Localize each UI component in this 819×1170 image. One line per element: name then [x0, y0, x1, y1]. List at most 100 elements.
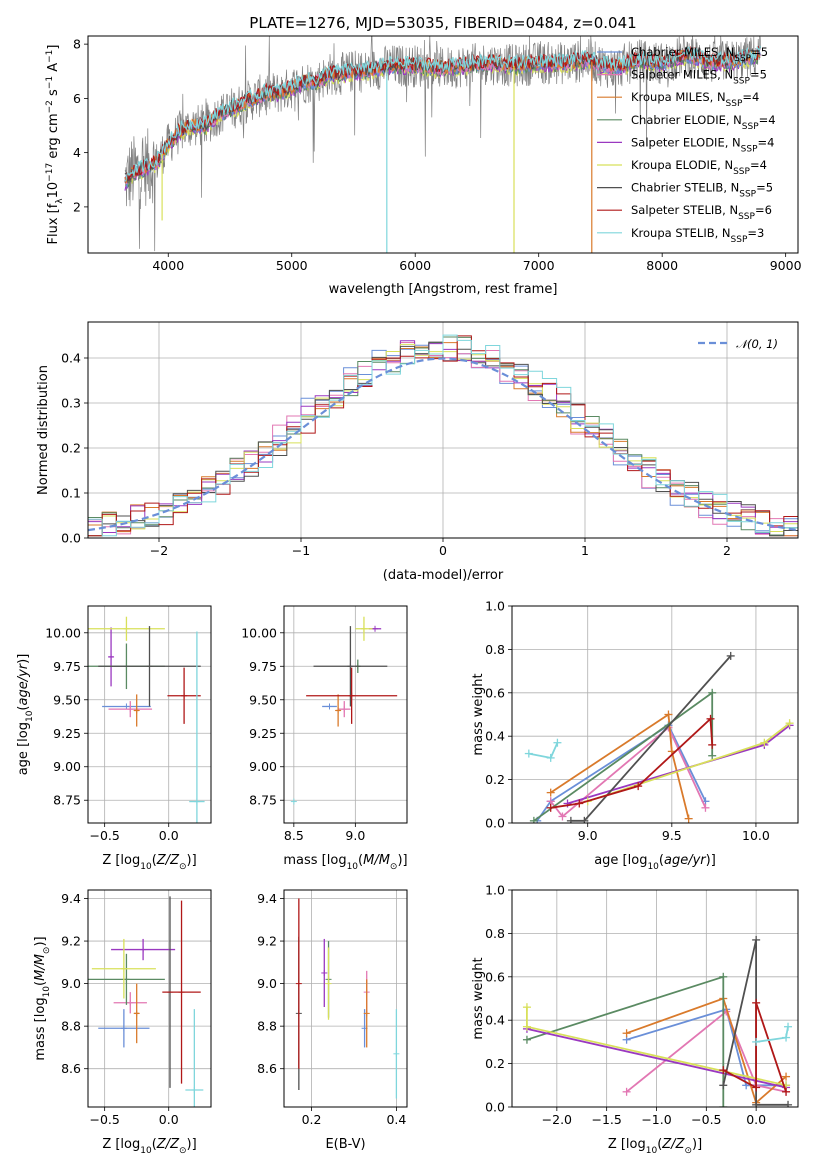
y-tick-label: 6	[73, 91, 81, 106]
legend-entry: Kroupa ELODIE, NSSP=4	[631, 158, 767, 177]
x-tick-label: 9.0	[578, 828, 598, 843]
plot-area-weight_vs_age	[524, 651, 794, 823]
legend-entry: Chabrier STELIB, NSSP=5	[631, 181, 773, 200]
panel-mass_vs_Z: −0.5 0.0 8.6 8.8 9.0 9.2 9.4 Z [log10(Z/Z⊙)] mas…	[33, 889, 212, 1156]
plot-area-spectrum	[124, 36, 762, 253]
x-tick-label: 5000	[276, 258, 308, 273]
weight-line-kroupa-miles	[626, 997, 787, 1105]
panel-weight_vs_age: 9.0 9.5 10.0 0.0 0.2 0.4 0.6 0.8 1.0 age [log10(a…	[471, 599, 799, 872]
x-tick-label: −0.5	[691, 1112, 721, 1127]
y-tick-label: 0.3	[61, 396, 81, 411]
x-tick-label: −0.5	[89, 828, 119, 843]
legend-entry: 𝒩(0, 1)	[736, 337, 778, 351]
y-tick-label: 8.75	[53, 793, 81, 808]
y-tick-label: 9.50	[53, 692, 81, 707]
legend-entry: Salpeter ELODIE, NSSP=4	[631, 135, 774, 154]
legend-entry: Chabrier ELODIE, NSSP=4	[631, 113, 776, 132]
x-tick-label: −0.5	[89, 1112, 119, 1127]
y-axis-label: mass weight	[471, 957, 486, 1039]
y-tick-label: 0.4	[61, 351, 81, 366]
y-tick-label: 9.2	[257, 934, 277, 949]
panel-residuals: −2 −1 0 1 2 0.0 0.1 0.2 0.3 0.4 (data-model)/error…	[36, 321, 799, 583]
x-tick-label: 1	[581, 543, 589, 558]
y-tick-label: 0.2	[485, 772, 505, 787]
legend-entry: Kroupa STELIB, NSSP=3	[631, 226, 764, 245]
chart-title: PLATE=1276, MJD=53035, FIBERID=0484, z=0…	[249, 14, 636, 32]
y-tick-label: 10.00	[241, 625, 277, 640]
y-tick-label: 9.75	[53, 659, 81, 674]
panel-age_vs_Z: −0.5 0.0 8.75 9.00 9.25 9.50 9.75 10.00 Z [log10…	[16, 605, 212, 872]
x-axis-label: Z [log10(Z/Z⊙)]	[608, 1137, 702, 1156]
x-tick-label: −1.0	[641, 1112, 671, 1127]
plot-area-mass_vs_ebv	[295, 898, 400, 1099]
axes-frame	[87, 605, 212, 824]
x-tick-label: 4000	[152, 258, 184, 273]
weight-line-kroupa-stelib	[755, 1026, 789, 1043]
normal-curve	[88, 357, 798, 532]
axes-frame	[283, 889, 408, 1108]
x-axis-label: (data-model)/error	[383, 568, 504, 583]
x-tick-label: −2.0	[542, 1112, 572, 1127]
x-tick-label: 2	[723, 543, 731, 558]
weight-line-kroupa-miles	[550, 712, 690, 819]
axes-frame	[511, 889, 799, 1108]
x-tick-label: −2	[150, 543, 168, 558]
panel-age_vs_mass: 8.5 9.0 8.75 9.00 9.25 9.50 9.75 10.00 mass [log…	[241, 605, 408, 872]
histogram-kroupa-stelib	[88, 334, 798, 537]
y-tick-label: 8.6	[61, 1061, 81, 1076]
axes-frame	[87, 889, 212, 1108]
x-axis-label: mass [log10(M/M⊙)]	[283, 853, 407, 872]
x-axis-label: E(B-V)	[325, 1137, 365, 1152]
y-tick-label: 4	[73, 145, 81, 160]
y-tick-label: 2	[73, 199, 81, 214]
y-tick-label: 0.4	[485, 729, 505, 744]
histogram-salpeter-stelib	[88, 335, 798, 537]
legend-entry: Chabrier MILES, NSSP=5	[631, 45, 768, 64]
y-tick-label: 0.0	[485, 816, 505, 831]
y-tick-label: 10.00	[45, 625, 81, 640]
y-axis-label: age [log10(age/yr)]	[16, 654, 35, 776]
weight-line-salpeter-elodie	[526, 1028, 787, 1089]
x-tick-label: 7000	[523, 258, 555, 273]
y-tick-label: 0.8	[485, 642, 505, 657]
x-tick-label: 0.0	[159, 1112, 179, 1127]
model-spectrum-kroupa-stelib	[124, 45, 761, 182]
axes-frame	[283, 605, 408, 824]
y-tick-label: 9.25	[249, 726, 277, 741]
y-axis-label: Flux [fλ10−17 erg cm−2 s−1 A−1]	[45, 45, 65, 245]
y-tick-label: 9.00	[249, 759, 277, 774]
y-tick-label: 8.6	[257, 1061, 277, 1076]
y-tick-label: 9.00	[53, 759, 81, 774]
x-tick-label: −1	[292, 543, 310, 558]
x-tick-label: 0.0	[159, 828, 179, 843]
weight-line-kroupa-stelib	[528, 742, 559, 759]
y-axis-label: Normed distribution	[36, 365, 51, 495]
y-tick-label: 0.6	[485, 685, 505, 700]
y-tick-label: 0.0	[61, 531, 81, 546]
weight-line-chabrier-miles	[626, 1008, 786, 1087]
y-tick-label: 1.0	[485, 883, 505, 898]
y-tick-label: 9.25	[53, 726, 81, 741]
panel-weight_vs_Z: −2.0 −1.5 −1.0 −0.5 0.0 0.0 0.2 0.4 0.6 0.8 1.0 Z […	[471, 883, 799, 1156]
y-tick-label: 0.1	[61, 486, 81, 501]
panel-mass_vs_ebv: 0.2 0.4 8.6 8.8 9.0 9.2 9.4 E(B-V)	[257, 889, 408, 1152]
x-tick-label: 9.5	[662, 828, 682, 843]
y-tick-label: 8.8	[257, 1019, 277, 1034]
y-tick-label: 0.0	[485, 1100, 505, 1115]
y-tick-label: 9.50	[249, 692, 277, 707]
x-tick-label: 0.0	[746, 1112, 766, 1127]
x-tick-label: 0	[439, 543, 447, 558]
x-axis-label: Z [log10(Z/Z⊙)]	[102, 853, 196, 872]
x-tick-label: 10.0	[742, 828, 770, 843]
plot-area-mass_vs_Z	[88, 896, 204, 1107]
y-tick-label: 9.2	[61, 934, 81, 949]
axes-frame	[87, 35, 799, 254]
plot-area-weight_vs_Z	[522, 935, 793, 1107]
plot-area-age_vs_mass	[290, 616, 398, 805]
x-tick-label: 6000	[399, 258, 431, 273]
x-axis-label: age [log10(age/yr)]	[594, 853, 716, 872]
y-axis-label: mass [log10(M/M⊙)]	[33, 936, 52, 1060]
weight-line-kroupa-elodie	[587, 722, 791, 803]
panel-spectrum: 4000 5000 6000 7000 8000 9000 2 4 6 8 PLATE=1276, …	[45, 14, 802, 297]
